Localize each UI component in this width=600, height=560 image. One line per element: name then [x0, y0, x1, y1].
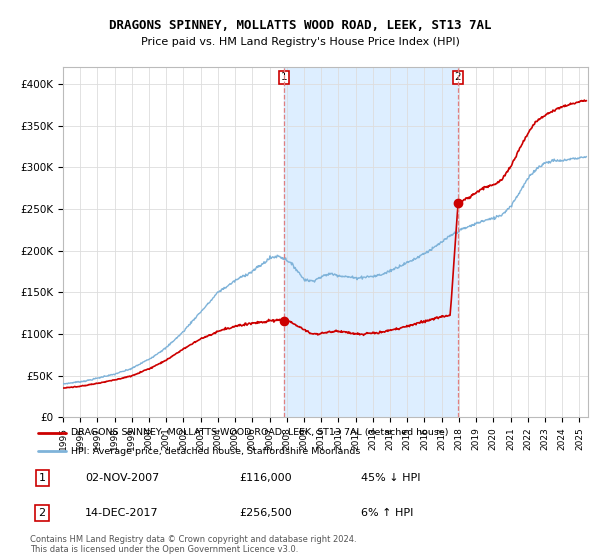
- Text: £256,500: £256,500: [240, 508, 293, 518]
- Text: Price paid vs. HM Land Registry's House Price Index (HPI): Price paid vs. HM Land Registry's House …: [140, 37, 460, 47]
- Text: 1: 1: [281, 72, 287, 82]
- Text: 1: 1: [38, 473, 46, 483]
- Text: 2: 2: [455, 72, 461, 82]
- Text: DRAGONS SPINNEY, MOLLATTS WOOD ROAD, LEEK, ST13 7AL (detached house): DRAGONS SPINNEY, MOLLATTS WOOD ROAD, LEE…: [71, 428, 449, 437]
- Text: 14-DEC-2017: 14-DEC-2017: [85, 508, 159, 518]
- Text: Contains HM Land Registry data © Crown copyright and database right 2024.
This d: Contains HM Land Registry data © Crown c…: [30, 535, 356, 554]
- Text: HPI: Average price, detached house, Staffordshire Moorlands: HPI: Average price, detached house, Staf…: [71, 447, 361, 456]
- Text: 2: 2: [38, 508, 46, 518]
- Text: 02-NOV-2007: 02-NOV-2007: [85, 473, 160, 483]
- Text: 6% ↑ HPI: 6% ↑ HPI: [361, 508, 413, 518]
- Text: 45% ↓ HPI: 45% ↓ HPI: [361, 473, 421, 483]
- Text: DRAGONS SPINNEY, MOLLATTS WOOD ROAD, LEEK, ST13 7AL: DRAGONS SPINNEY, MOLLATTS WOOD ROAD, LEE…: [109, 18, 491, 32]
- Bar: [284, 67, 458, 417]
- Text: £116,000: £116,000: [240, 473, 292, 483]
